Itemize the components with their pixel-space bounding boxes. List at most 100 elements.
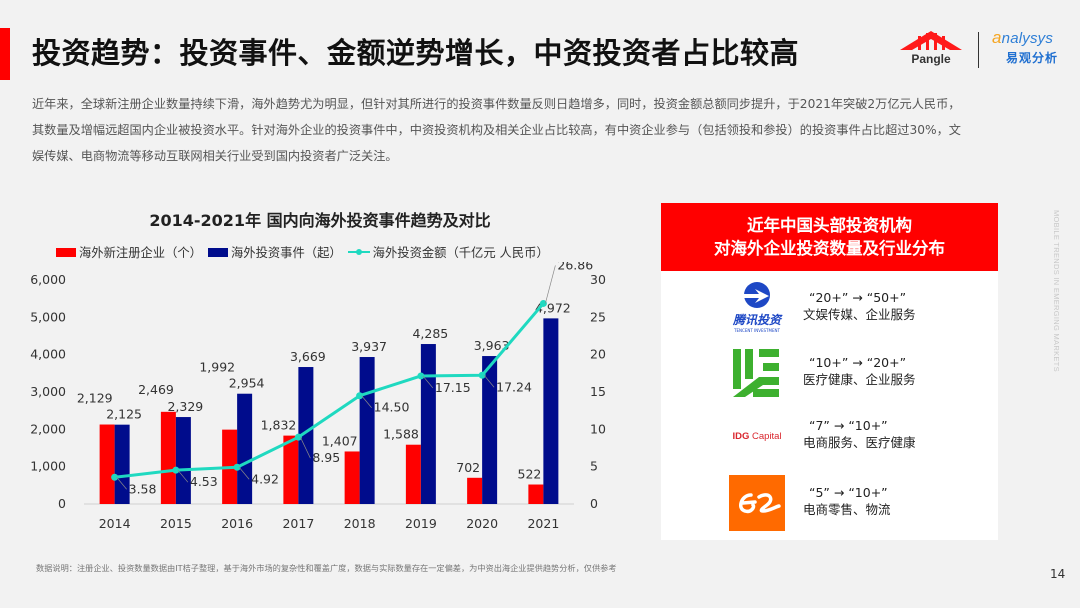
investor-text: “10+” → “20+” 医疗健康、企业服务 xyxy=(803,355,916,387)
y-right-tick-label: 20 xyxy=(590,347,606,362)
y-left-tick-label: 1,000 xyxy=(30,459,66,474)
amount-leader-line xyxy=(300,437,311,459)
amount-leader-line xyxy=(361,395,372,408)
amount-leader-line xyxy=(422,375,434,389)
page-title: 投资趋势：投资事件、金额逆势增长，中资投资者占比较高 xyxy=(32,36,800,70)
bar-label-registered: 2,469 xyxy=(138,382,174,397)
panel-title-line1: 近年中国头部投资机构 xyxy=(747,216,912,235)
bar-label-registered: 522 xyxy=(518,467,542,482)
legend-swatch-line xyxy=(347,247,370,257)
amount-leader-line xyxy=(483,375,495,388)
amount-point xyxy=(172,466,180,474)
amount-point xyxy=(294,433,302,441)
bar-events xyxy=(237,393,253,504)
legend-item-events: 海外投资事件（起） xyxy=(207,243,342,261)
x-tick-label: 2021 xyxy=(527,516,559,531)
bar-label-events: 3,669 xyxy=(290,349,326,364)
legend-swatch-red xyxy=(56,247,76,257)
investor-text: “7” → “10+” 电商服务、医疗健康 xyxy=(803,418,916,450)
combo-chart: 01,0002,0003,0004,0005,0006,000051015202… xyxy=(30,262,606,531)
amount-point xyxy=(417,372,425,380)
bar-registered xyxy=(344,451,360,504)
page-number: 14 xyxy=(1050,567,1066,581)
chart-title: 2014-2021年 国内向海外投资事件趋势及对比 xyxy=(149,211,491,230)
amount-label: 17.24 xyxy=(496,379,532,394)
investor-row-green: “10+” → “20+” 医疗健康、企业服务 xyxy=(661,345,998,405)
bar-events xyxy=(298,367,314,504)
pangle-wordmark: Pangle xyxy=(911,52,951,66)
y-right-tick-label: 25 xyxy=(590,309,606,324)
panel-title-line2: 对海外企业投资数量及行业分布 xyxy=(714,239,945,258)
bar-events xyxy=(543,318,559,504)
x-tick-label: 2019 xyxy=(405,516,437,531)
bar-label-events: 3,963 xyxy=(474,338,510,353)
amount-point xyxy=(111,473,119,481)
chart-legend: 海外新注册企业（个） 海外投资事件（起） 海外投资金额（千亿元 人民币） xyxy=(56,243,555,261)
amount-label: 26.86 xyxy=(557,262,593,272)
x-tick-label: 2017 xyxy=(282,516,314,531)
legend-item-amount: 海外投资金额（千亿元 人民币） xyxy=(347,243,549,261)
panel-header: 近年中国头部投资机构 对海外企业投资数量及行业分布 xyxy=(661,203,998,271)
investor-row-tencent: 腾讯投资 TENCENT INVESTMENT “20+” → “50+” 文娱… xyxy=(661,280,998,340)
bar-events xyxy=(482,356,498,504)
y-right-tick-label: 5 xyxy=(590,459,598,474)
amount-label: 4.53 xyxy=(190,474,218,489)
analysys-logo: analysys 易观分析 xyxy=(992,28,1074,72)
green-stripes-logo xyxy=(729,345,785,401)
investor-text: “5” → “10+” 电商零售、物流 xyxy=(803,485,891,517)
y-right-tick-label: 15 xyxy=(590,384,606,399)
amount-label: 4.92 xyxy=(251,471,279,486)
side-watermark: MOBILE TRENDS IN EMERGING MARKETS xyxy=(1052,210,1061,372)
x-tick-label: 2018 xyxy=(344,516,376,531)
legend-swatch-navy xyxy=(207,247,228,257)
footnote: 数据说明：注册企业、投资数量数据由IT桔子整理，基于海外市场的复杂性和覆盖广度，… xyxy=(36,563,617,573)
bar-label-events: 2,329 xyxy=(167,399,203,414)
amount-label: 14.50 xyxy=(374,400,410,415)
bar-label-events: 2,954 xyxy=(229,376,265,391)
y-right-tick-label: 0 xyxy=(590,496,598,511)
bar-registered xyxy=(99,424,115,504)
amount-leader-line xyxy=(238,467,250,480)
svg-text:腾讯投资: 腾讯投资 xyxy=(732,313,783,327)
amount-point xyxy=(478,371,486,379)
bar-label-registered: 1,588 xyxy=(383,427,419,442)
tencent-investment-logo: 腾讯投资 TENCENT INVESTMENT xyxy=(729,280,785,336)
amount-leader-line xyxy=(116,477,127,490)
y-left-tick-label: 4,000 xyxy=(30,347,66,362)
amount-leader-line xyxy=(545,265,556,304)
investor-text: “20+” → “50+” 文娱传媒、企业服务 xyxy=(803,290,916,322)
x-tick-label: 2015 xyxy=(160,516,192,531)
logo-divider xyxy=(978,32,979,68)
pangle-roof-icon xyxy=(900,31,962,50)
amount-leader-line xyxy=(177,469,189,483)
bar-label-registered: 2,129 xyxy=(77,391,113,406)
bar-registered xyxy=(405,444,421,504)
analysys-cn-wordmark: 易观分析 xyxy=(1006,51,1059,65)
y-left-tick-label: 2,000 xyxy=(30,421,66,436)
bar-label-events: 4,285 xyxy=(412,326,448,341)
investor-row-alibaba: “5” → “10+” 电商零售、物流 xyxy=(661,475,998,535)
bar-registered xyxy=(467,477,483,504)
amount-point xyxy=(233,463,241,471)
amount-label: 8.95 xyxy=(312,450,340,465)
y-left-tick-label: 3,000 xyxy=(30,384,66,399)
analysys-wordmark: analysys xyxy=(992,28,1054,47)
bar-label-events: 2,125 xyxy=(106,407,142,422)
x-tick-label: 2020 xyxy=(466,516,498,531)
alibaba-logo xyxy=(729,475,785,531)
amount-point xyxy=(356,392,364,400)
bar-label-registered: 1,992 xyxy=(199,360,235,375)
legend-item-registered: 海外新注册企业（个） xyxy=(56,243,202,261)
bar-registered xyxy=(528,484,544,504)
amount-point xyxy=(539,299,547,307)
amount-line xyxy=(114,302,545,479)
y-left-tick-label: 0 xyxy=(58,496,66,511)
x-tick-label: 2016 xyxy=(221,516,253,531)
intro-paragraph: 近年来，全球新注册企业数量持续下滑，海外趋势尤为明显，但针对其所进行的投资事件数… xyxy=(32,97,961,163)
y-right-tick-label: 10 xyxy=(590,421,606,436)
y-left-tick-label: 6,000 xyxy=(30,272,66,287)
pangle-logo: Pangle xyxy=(898,30,964,72)
bar-label-registered: 1,407 xyxy=(322,433,358,448)
bar-events xyxy=(114,424,130,504)
title-accent-bar xyxy=(0,28,10,80)
